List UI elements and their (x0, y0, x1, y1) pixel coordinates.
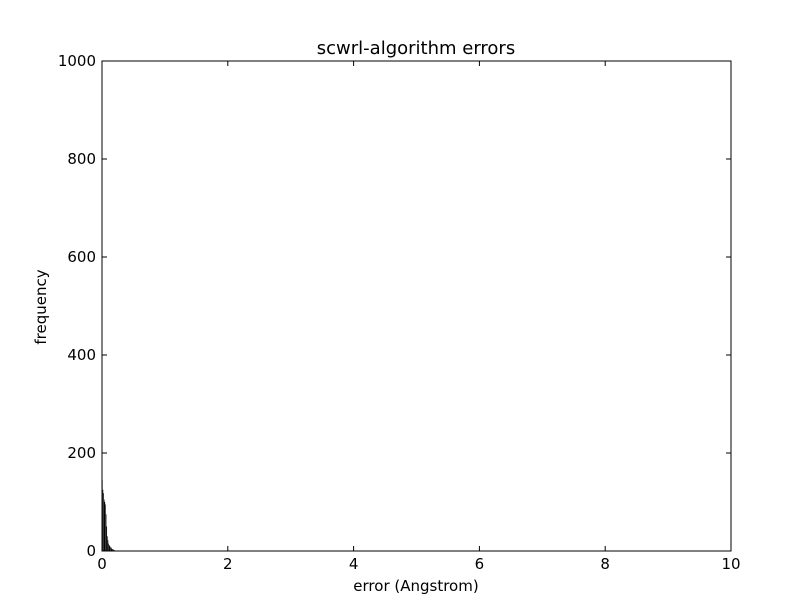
histogram-bar-5 (105, 504, 106, 551)
histogram-bar-7 (106, 526, 108, 551)
histogram-bar-12 (109, 546, 111, 551)
x-axis-label: error (Angstrom) (353, 577, 478, 595)
y-axis-label: frequency (32, 269, 50, 344)
y-tick-label-2: 400 (67, 346, 96, 364)
x-tick-label-0: 0 (97, 555, 107, 573)
histogram-bar-17 (112, 549, 114, 551)
x-tick-label-1: 2 (223, 555, 233, 573)
x-tick-label-3: 6 (475, 555, 485, 573)
histogram-bar-1 (102, 489, 104, 551)
histogram-bar-15 (111, 548, 113, 551)
histogram-bars (102, 479, 116, 551)
histogram-bar-11 (108, 545, 110, 551)
histogram-bar-9 (107, 540, 109, 551)
histogram-bar-8 (107, 536, 108, 551)
x-tick-label-4: 8 (600, 555, 610, 573)
plot-frame (101, 60, 732, 552)
histogram-bar-2 (103, 493, 104, 551)
y-tick-label-0: 0 (86, 542, 96, 560)
histogram-bar-10 (108, 543, 109, 551)
y-tick-label-1: 200 (67, 444, 96, 462)
histogram-bar-18 (113, 549, 114, 551)
histogram-bar-6 (105, 514, 107, 551)
y-tick-label-4: 800 (67, 150, 96, 168)
histogram-bar-4 (104, 502, 106, 551)
histogram-bar-13 (110, 547, 111, 551)
histogram-bar-16 (112, 549, 113, 551)
x-tick-label-5: 10 (721, 555, 740, 573)
y-tick-label-5: 1000 (58, 52, 96, 70)
histogram-bar-14 (110, 547, 112, 551)
chart-title: scwrl-algorithm errors (317, 38, 515, 59)
x-tick-label-2: 4 (349, 555, 359, 573)
histogram-bar-3 (103, 499, 105, 551)
y-tick-label-3: 600 (67, 248, 96, 266)
axis-ticks: 0 2 4 6 8 10 0 200 400 600 800 1000 (58, 52, 741, 573)
